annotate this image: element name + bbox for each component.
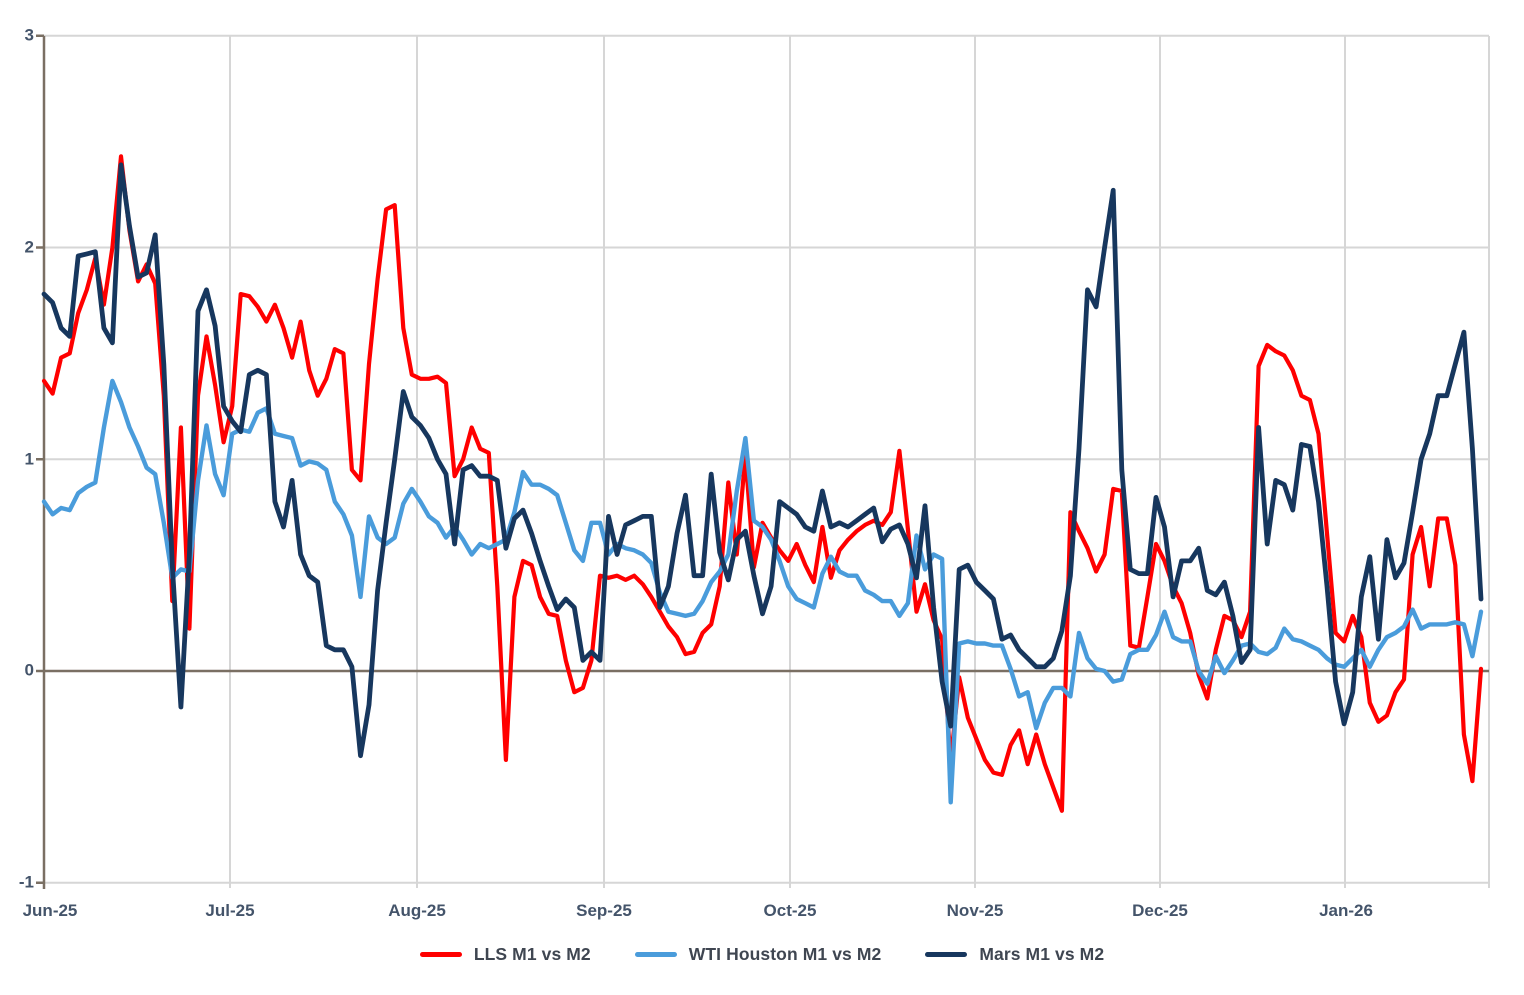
legend-item-mars: Mars M1 vs M2: [925, 944, 1104, 965]
y-tick-label: 0: [25, 660, 34, 679]
x-tick-label: Jul-25: [205, 901, 254, 920]
x-tick-label: Dec-25: [1132, 901, 1188, 920]
y-tick-label: 1: [25, 449, 34, 468]
x-tick-label: Oct-25: [764, 901, 817, 920]
legend-swatch-mars: [925, 952, 968, 957]
y-tick-label: -1: [19, 872, 34, 891]
series-line-wti-houston-m1-vs-m2: [41, 378, 1484, 805]
legend-swatch-wti-houston: [634, 952, 677, 957]
legend-label: LLS M1 vs M2: [473, 944, 591, 964]
legend-swatch-lls: [419, 952, 462, 957]
legend-label: Mars M1 vs M2: [979, 944, 1105, 964]
legend-item-wti-houston: WTI Houston M1 vs M2: [634, 944, 882, 965]
y-tick-label: 3: [25, 25, 34, 44]
axis-labels: 3 2 1 0 -1 Jun-25 Jul-25 Aug-25 Sep-25 O…: [19, 25, 1373, 920]
series-line-lls-m1-vs-m2: [41, 154, 1484, 813]
x-tick-label: Sep-25: [576, 901, 632, 920]
legend-label: WTI Houston M1 vs M2: [688, 944, 882, 964]
x-tick-label: Jan-26: [1319, 901, 1373, 920]
legend: LLS M1 vs M2 WTI Houston M1 vs M2 Mars M…: [0, 944, 1524, 965]
x-tick-label: Nov-25: [947, 901, 1004, 920]
series-line-mars-m1-vs-m2: [41, 162, 1484, 759]
x-tick-label: Aug-25: [388, 901, 446, 920]
y-tick-label: 2: [25, 237, 34, 256]
series-lines: [41, 154, 1484, 813]
gridlines: [44, 34, 1490, 888]
legend-item-lls: LLS M1 vs M2: [419, 944, 591, 965]
x-tick-label: Jun-25: [23, 901, 78, 920]
axes: [36, 34, 1489, 889]
